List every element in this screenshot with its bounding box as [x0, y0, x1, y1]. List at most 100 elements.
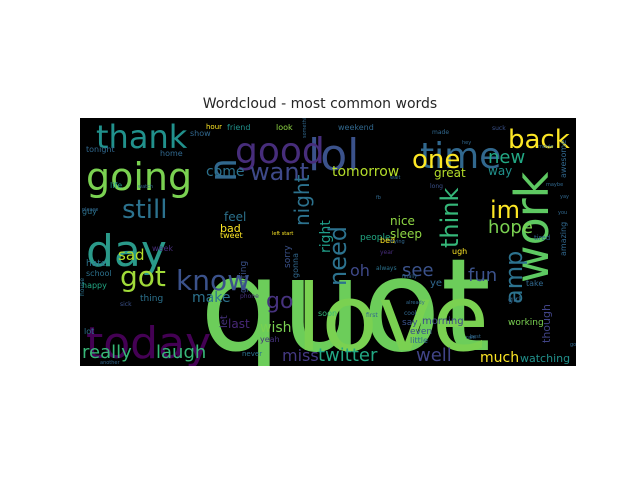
word-yay: yay	[560, 194, 569, 200]
word-school: school	[86, 269, 112, 278]
word-fb: fb	[376, 195, 381, 201]
word-tweet: tweet	[220, 231, 243, 240]
word-trying: trying	[390, 239, 405, 245]
word-finally: finally	[402, 274, 417, 280]
word-twitter: twitter	[318, 345, 378, 366]
word-fun: fun	[468, 265, 497, 286]
word-today: today	[86, 318, 211, 366]
word-maybe: maybe	[546, 182, 563, 188]
word-home: home	[160, 149, 183, 158]
chart-title: Wordcloud - most common words	[202, 96, 438, 112]
word-soon: soon	[318, 309, 337, 318]
word-tired: tired	[534, 234, 550, 242]
word-best: best	[470, 334, 481, 340]
word-even: even	[410, 327, 432, 337]
word-bed: bed	[380, 236, 395, 245]
word-work: work	[505, 171, 559, 283]
word-weekend: weekend	[338, 123, 374, 132]
word-suck: suck	[492, 125, 506, 132]
word-happy: happy	[82, 281, 107, 290]
word-made: made	[432, 129, 449, 136]
word-always: always	[376, 265, 397, 272]
word-nice: nice	[390, 214, 415, 228]
word-lot: lot	[84, 327, 94, 336]
word-cool: cool	[404, 310, 417, 317]
word-phone: phone	[240, 293, 259, 300]
word-lol: lol	[308, 130, 359, 181]
word-tomorrow: tomorrow	[332, 164, 399, 180]
word-much: much	[480, 350, 519, 366]
word-amazing: amazing	[559, 222, 568, 256]
word-yeah: yeah	[260, 335, 280, 344]
word-going: going	[86, 155, 192, 199]
wordcloud-canvas: quot love work today day lol going good time than…	[80, 118, 576, 366]
word-working: working	[508, 318, 544, 328]
word-love: love	[296, 265, 489, 366]
word-long: long	[430, 183, 443, 190]
word-let: let	[219, 315, 230, 328]
word-tonight: tonight	[86, 145, 115, 154]
word-look: look	[276, 123, 293, 132]
word-sorry: sorry	[283, 245, 293, 268]
word-think: think	[436, 188, 464, 249]
word-sad: sad	[118, 246, 145, 264]
word-girl: girl	[508, 295, 521, 304]
word-laugh: laugh	[156, 342, 206, 363]
word-one: one	[412, 145, 460, 175]
word-wait: wait	[390, 175, 401, 181]
word-though: though	[540, 304, 553, 343]
word-miss: miss	[282, 346, 319, 365]
word-ugh: ugh	[452, 247, 467, 256]
word-really: really	[82, 342, 132, 363]
word-night: night	[290, 174, 314, 226]
word-already: already	[406, 300, 425, 306]
word-feel: feel	[224, 210, 246, 224]
word-time: time	[420, 136, 501, 177]
word-new: new	[488, 147, 525, 168]
word-quot: quot	[200, 232, 491, 366]
word-great: great	[434, 166, 466, 180]
word-another: another	[100, 360, 120, 366]
word-oh: oh	[350, 261, 370, 280]
word-bad: bad	[220, 222, 241, 235]
word-u: u	[206, 158, 250, 182]
word-take: take	[526, 279, 543, 288]
word-wish: wish	[260, 320, 292, 336]
word-left-start: left start	[272, 231, 293, 237]
word-hope: hope	[488, 217, 533, 238]
word-go: go	[266, 289, 293, 314]
word-back: back	[508, 125, 570, 155]
word-got: got	[570, 342, 576, 348]
word-im: im	[490, 196, 520, 224]
word-movie: movie	[538, 144, 553, 150]
word-watch: watch	[138, 184, 153, 190]
word-know: know	[176, 264, 250, 297]
word-need: need	[324, 226, 352, 286]
word-morning: morning	[422, 316, 464, 327]
word-amp: amp	[500, 251, 528, 304]
word-getting: getting	[239, 261, 249, 293]
word-thank: thank	[96, 118, 188, 156]
word-right: right	[318, 220, 334, 253]
word-sleep: sleep	[390, 227, 422, 241]
word-say: say	[402, 318, 418, 328]
word-gonna: gonna	[291, 253, 300, 278]
word-got: got	[120, 260, 166, 293]
word-something: something	[302, 118, 308, 138]
word-want: want	[250, 158, 309, 186]
word-rain: rain	[466, 335, 476, 341]
word-make: make	[192, 290, 230, 306]
word-friend: friend	[227, 123, 250, 132]
word-sick: sick	[120, 301, 132, 308]
word-week: week	[152, 244, 173, 253]
word-last: last	[228, 317, 250, 331]
word-guy: guy	[82, 207, 97, 216]
word-awesome: awesome	[559, 140, 568, 178]
word-see: see	[402, 260, 434, 281]
word-good: good	[235, 131, 325, 172]
word-you: you	[558, 210, 567, 216]
word-still: still	[122, 195, 167, 225]
word-way: way	[488, 164, 512, 178]
word-show: show	[190, 129, 211, 138]
